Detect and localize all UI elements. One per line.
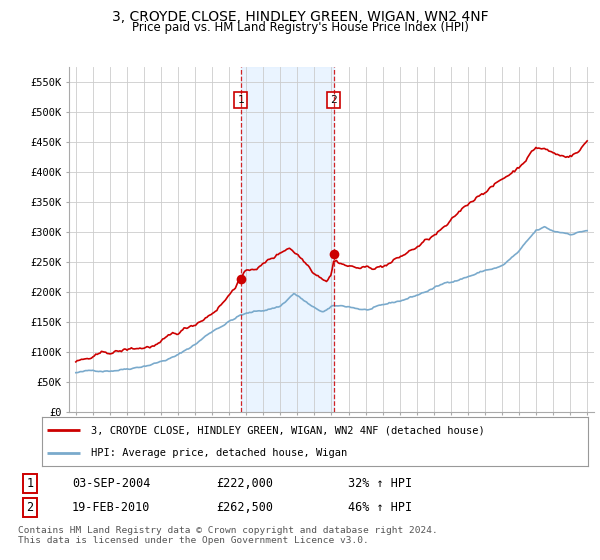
Text: 3, CROYDE CLOSE, HINDLEY GREEN, WIGAN, WN2 4NF (detached house): 3, CROYDE CLOSE, HINDLEY GREEN, WIGAN, W… — [91, 426, 485, 436]
Text: Contains HM Land Registry data © Crown copyright and database right 2024.
This d: Contains HM Land Registry data © Crown c… — [18, 526, 438, 545]
Text: 32% ↑ HPI: 32% ↑ HPI — [348, 477, 412, 490]
Text: 1: 1 — [237, 95, 244, 105]
Text: 1: 1 — [26, 477, 34, 490]
Text: 3, CROYDE CLOSE, HINDLEY GREEN, WIGAN, WN2 4NF: 3, CROYDE CLOSE, HINDLEY GREEN, WIGAN, W… — [112, 10, 488, 24]
Text: 19-FEB-2010: 19-FEB-2010 — [72, 501, 151, 514]
Text: 2: 2 — [330, 95, 337, 105]
Text: 03-SEP-2004: 03-SEP-2004 — [72, 477, 151, 490]
Text: Price paid vs. HM Land Registry's House Price Index (HPI): Price paid vs. HM Land Registry's House … — [131, 21, 469, 34]
Text: £222,000: £222,000 — [216, 477, 273, 490]
Text: HPI: Average price, detached house, Wigan: HPI: Average price, detached house, Wiga… — [91, 448, 347, 458]
Text: 46% ↑ HPI: 46% ↑ HPI — [348, 501, 412, 514]
Text: £262,500: £262,500 — [216, 501, 273, 514]
Bar — [241, 67, 334, 412]
Text: 2: 2 — [26, 501, 34, 514]
